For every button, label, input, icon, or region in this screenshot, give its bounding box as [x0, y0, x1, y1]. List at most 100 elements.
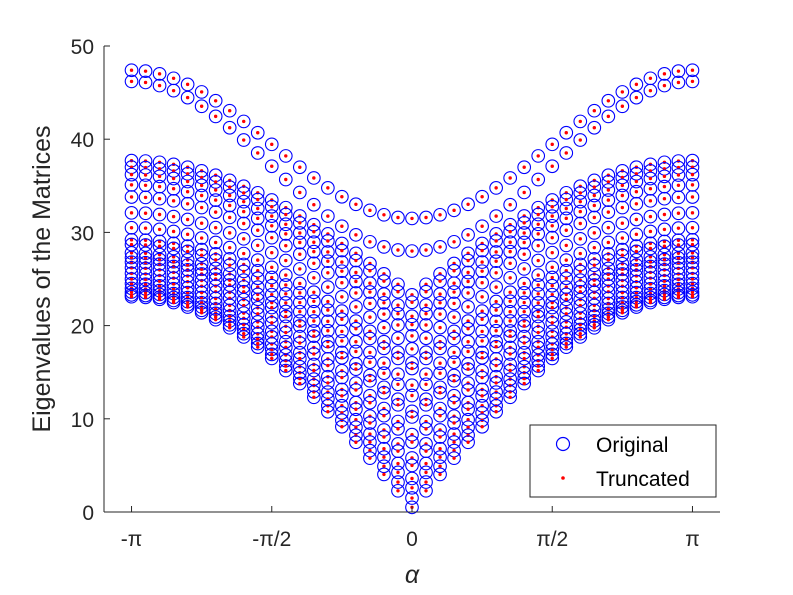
truncated-point [382, 312, 386, 316]
original-point [208, 175, 223, 189]
original-point [559, 238, 574, 253]
truncated-point [242, 285, 246, 289]
truncated-point [662, 174, 667, 179]
truncated-point [508, 299, 512, 303]
truncated-point [326, 214, 330, 218]
original-point [615, 305, 630, 320]
truncated-point [676, 243, 681, 247]
original-point [419, 483, 433, 498]
original-point [545, 300, 560, 315]
truncated-point [508, 176, 512, 180]
truncated-point [424, 248, 428, 252]
original-point [615, 216, 630, 231]
original-point [349, 286, 363, 300]
truncated-point [494, 239, 498, 243]
truncated-point [634, 249, 639, 254]
truncated-point [143, 69, 148, 73]
truncated-point [143, 211, 148, 215]
truncated-point [143, 256, 148, 260]
truncated-point [648, 176, 653, 181]
truncated-point [157, 244, 162, 248]
truncated-point [129, 255, 134, 260]
truncated-point [396, 449, 400, 453]
truncated-point [368, 440, 372, 444]
truncated-point [466, 349, 470, 354]
original-point [489, 358, 503, 373]
truncated-point [690, 68, 695, 72]
truncated-point [129, 195, 134, 199]
truncated-point [578, 335, 582, 339]
truncated-point [536, 283, 540, 287]
truncated-point [312, 276, 316, 280]
original-point [601, 253, 616, 267]
truncated-point [606, 307, 611, 311]
truncated-point [508, 229, 512, 234]
truncated-point [242, 290, 246, 294]
truncated-point [298, 324, 302, 328]
truncated-point [185, 190, 190, 194]
original-point [419, 351, 433, 366]
original-point [250, 336, 265, 351]
truncated-point [592, 215, 596, 220]
original-point [377, 366, 391, 381]
truncated-point [270, 305, 274, 310]
original-point [166, 209, 181, 224]
truncated-point [494, 259, 498, 263]
truncated-point [284, 177, 288, 182]
truncated-point [410, 486, 414, 490]
truncated-point [438, 292, 442, 296]
original-point [685, 205, 700, 220]
original-point [489, 303, 503, 317]
original-point [657, 292, 672, 307]
original-point [419, 397, 433, 412]
truncated-point [536, 212, 540, 217]
truncated-point [129, 211, 134, 215]
truncated-point [508, 249, 512, 254]
truncated-point [410, 366, 414, 371]
truncated-point [368, 421, 372, 425]
original-point [391, 298, 405, 313]
truncated-point [228, 323, 232, 327]
truncated-point [270, 142, 274, 147]
original-point [278, 309, 293, 324]
original-point [447, 355, 461, 370]
truncated-point [298, 309, 302, 314]
original-point [447, 296, 461, 311]
original-point [278, 359, 293, 373]
truncated-point [648, 187, 653, 191]
original-point [363, 435, 377, 449]
truncated-point [606, 225, 611, 230]
truncated-point [129, 290, 134, 294]
truncated-point [396, 470, 400, 475]
truncated-point [480, 394, 484, 398]
truncated-point [185, 305, 190, 309]
original-point [250, 192, 265, 207]
truncated-point [564, 228, 568, 232]
truncated-point [157, 196, 162, 201]
truncated-point [171, 260, 176, 264]
truncated-point [550, 250, 554, 255]
truncated-point [410, 393, 414, 398]
original-point [475, 255, 489, 269]
truncated-point [270, 352, 274, 357]
original-point [461, 265, 475, 280]
original-point [335, 304, 349, 319]
original-point [306, 197, 321, 212]
truncated-point [270, 235, 274, 240]
original-point [377, 430, 391, 444]
truncated-point [143, 243, 148, 247]
original-point [363, 395, 377, 410]
original-point [461, 435, 475, 450]
truncated-point [452, 281, 456, 285]
original-point [335, 419, 349, 434]
truncated-point [199, 311, 204, 315]
truncated-point [326, 381, 330, 385]
original-point [124, 289, 139, 304]
original-point [419, 284, 433, 299]
y-tick-label: 10 [71, 409, 94, 432]
truncated-point [213, 225, 218, 230]
truncated-point [382, 391, 386, 395]
truncated-point [340, 260, 344, 264]
truncated-point [410, 440, 414, 444]
original-point [503, 314, 518, 328]
